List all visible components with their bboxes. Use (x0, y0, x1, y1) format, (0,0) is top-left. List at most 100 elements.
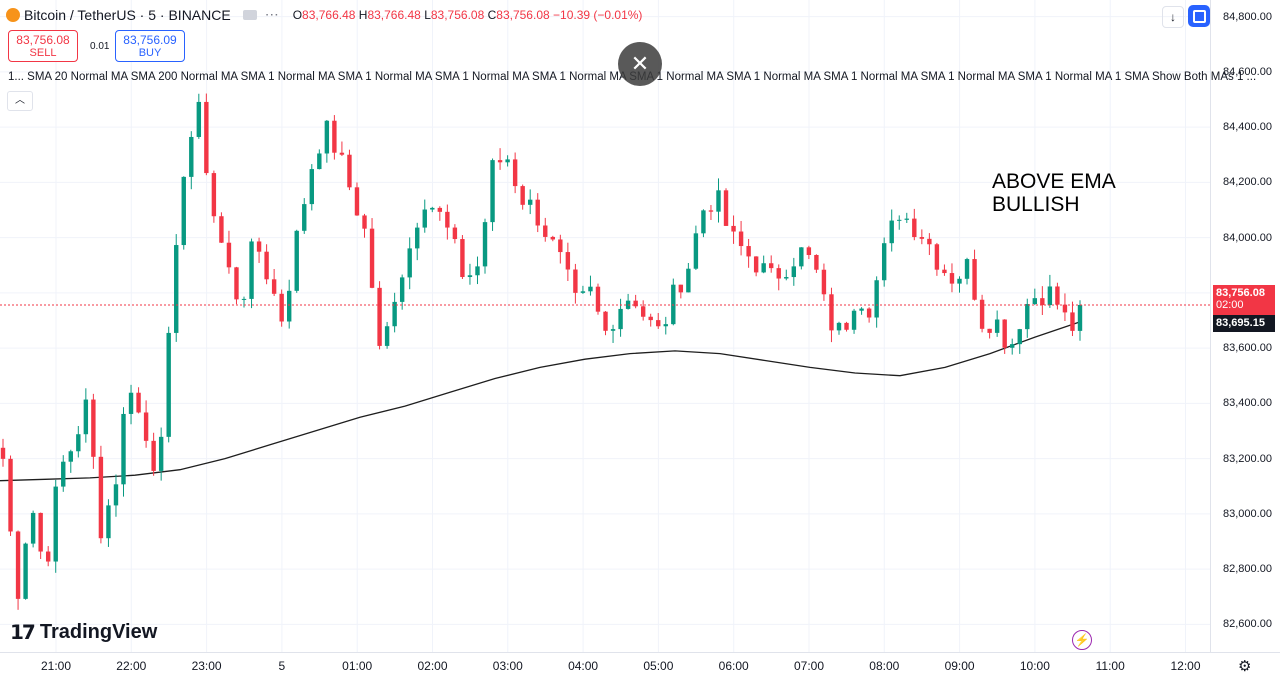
candle-body (595, 286, 601, 312)
candle-body (776, 268, 781, 279)
candle-body (889, 220, 894, 244)
candle-body (799, 247, 804, 267)
price-tick-label: 82,600.00 (1223, 618, 1272, 631)
candle-body (505, 159, 510, 163)
candle-body (610, 329, 616, 331)
time-tick-label: 10:00 (1019, 659, 1050, 673)
candle-body (339, 152, 345, 155)
candle-body (633, 300, 638, 307)
price-tick-label: 83,600.00 (1223, 342, 1272, 355)
candle-body (881, 243, 887, 281)
eye-icon[interactable] (242, 9, 257, 20)
candle-body (648, 316, 653, 321)
candle-body (821, 269, 827, 295)
time-axis[interactable]: 21:00 22:00 23:00 5 01:00 02:00 03:00 04:00 05:0… (0, 652, 1280, 683)
price-chart[interactable] (0, 0, 1210, 652)
candle-body (1047, 286, 1053, 306)
candle-body (919, 237, 925, 239)
time-tick-label: 5 (278, 659, 286, 673)
time-tick-label: 08:00 (869, 659, 900, 673)
candle-body (166, 332, 171, 437)
candle-body (618, 308, 623, 330)
time-tick-label: 22:00 (116, 659, 147, 673)
time-tick-label: 11:00 (1095, 659, 1125, 673)
candle-body (0, 447, 6, 459)
candle-body (452, 227, 458, 240)
candle-body (204, 101, 209, 174)
candle-body (753, 256, 759, 273)
candle-body (550, 236, 555, 240)
ohlc-readout: O83,766.48 H83,766.48 L83,756.08 C83,756… (292, 7, 643, 22)
candle-body (987, 328, 992, 333)
candle-body (23, 543, 28, 599)
candle-body (256, 241, 262, 252)
candle-body (1040, 298, 1045, 306)
candle-body (603, 311, 608, 331)
price-tick-label: 84,400.00 (1223, 121, 1272, 134)
candle-body (98, 456, 104, 539)
candle-body (693, 233, 699, 269)
candle-body (377, 287, 382, 346)
candle-body (678, 284, 684, 293)
spread-value: 0.01 (90, 41, 110, 52)
time-tick-label: 05:00 (643, 659, 674, 673)
ema-price-tag: 83,695.15 (1213, 315, 1275, 332)
close-icon[interactable]: ✕ (618, 42, 662, 86)
candle-body (806, 247, 812, 255)
candle-body (859, 308, 864, 311)
candle-body (241, 298, 247, 300)
candle-body (460, 239, 465, 278)
candle-body (38, 512, 43, 552)
time-tick-label: 21:00 (40, 659, 72, 673)
price-tick-label: 84,600.00 (1223, 65, 1272, 78)
candle-body (957, 278, 962, 284)
candle-body (211, 173, 217, 217)
candle-body (362, 215, 367, 229)
candle-body (1010, 344, 1015, 348)
candle-body (497, 160, 503, 163)
candle-body (640, 306, 646, 317)
candle-body (354, 187, 360, 216)
candle-body (942, 269, 947, 274)
bolt-icon[interactable]: ⚡ (1072, 630, 1092, 650)
candle-body (347, 154, 352, 188)
sell-button[interactable]: 83,756.08 SELL (8, 30, 78, 62)
candle-body (716, 190, 721, 212)
buy-button[interactable]: 83,756.09 BUY (115, 30, 185, 62)
candle-body (520, 186, 525, 205)
candle-body (68, 451, 73, 462)
fullscreen-icon[interactable] (1188, 5, 1210, 27)
candle-body (151, 440, 156, 471)
candle-body (851, 310, 857, 330)
symbol-title[interactable]: Bitcoin / TetherUS · 5 · BINANCE (24, 6, 231, 23)
candle-body (791, 266, 797, 278)
candle-body (746, 246, 751, 257)
candle-body (490, 160, 495, 223)
candle-body (543, 225, 548, 237)
candle-body (249, 241, 254, 299)
candle-body (174, 245, 179, 333)
time-tick-label: 04:00 (568, 659, 599, 673)
candle-body (445, 211, 450, 228)
candle-body (158, 436, 164, 471)
candle-body (181, 176, 186, 246)
candle-body (573, 269, 578, 293)
candle-body (407, 248, 412, 278)
candle-body (723, 190, 729, 226)
candle-body (324, 120, 330, 154)
price-tick-label: 83,200.00 (1223, 452, 1272, 465)
candle-body (1032, 298, 1038, 305)
down-arrow-icon[interactable]: ↓ (1162, 6, 1184, 28)
candle-body (467, 275, 473, 278)
symbol-legend: Bitcoin / TetherUS · 5 · BINANCE ⋯ O83,7… (6, 6, 642, 23)
candle-body (196, 101, 202, 137)
candle-body (309, 169, 314, 205)
ema-line (0, 321, 1081, 482)
candle-body (475, 266, 480, 276)
time-tick-label: 03:00 (492, 659, 523, 673)
gear-icon[interactable]: ⚙ (1238, 658, 1252, 675)
candle-body (656, 320, 661, 327)
collapse-icon[interactable]: ︿ (7, 91, 33, 111)
more-icon[interactable]: ⋯ (264, 6, 279, 22)
time-tick-label: 01:00 (342, 659, 373, 673)
